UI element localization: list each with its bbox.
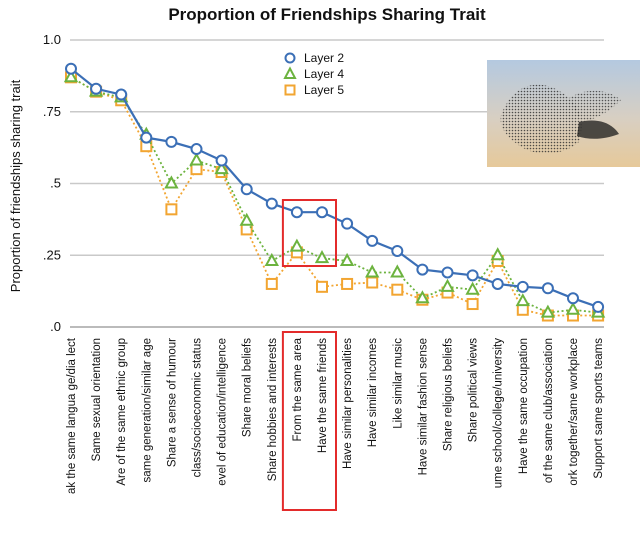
series-line [70, 76, 599, 314]
data-point [140, 131, 153, 144]
data-point [165, 203, 178, 216]
legend-marker [283, 66, 297, 79]
x-tick-label: ume school/college/university [493, 338, 505, 488]
data-point [189, 152, 204, 166]
inset-image [487, 60, 640, 167]
x-tick-label: From the same area [292, 337, 304, 441]
x-tick-label: ak the same langua ge/dia lect [66, 337, 78, 494]
data-point [466, 298, 479, 311]
data-point [240, 183, 253, 196]
x-tick-label: Support same sports teams [593, 338, 605, 479]
data-point [63, 69, 79, 83]
data-point [567, 292, 579, 305]
data-point [339, 252, 355, 266]
x-tick-label: Like similar music [392, 338, 404, 429]
data-point [314, 250, 330, 264]
data-point [391, 244, 404, 257]
data-point [265, 197, 278, 210]
data-point [65, 62, 77, 75]
x-tick-label: class/socioeconomic status [192, 338, 204, 478]
y-tick-label: .0 [50, 319, 61, 334]
legend-label: Layer 5 [304, 83, 344, 97]
data-point [365, 264, 380, 278]
chart-title: Proportion of Friendships Sharing Trait [168, 5, 486, 24]
series-line [70, 67, 599, 308]
y-tick-label: .75 [43, 104, 61, 119]
data-point [416, 263, 429, 276]
data-point [541, 282, 554, 295]
highlight-box [281, 199, 337, 267]
data-point [341, 217, 354, 230]
data-point [491, 277, 504, 290]
data-point [190, 143, 203, 156]
legend-marker [284, 84, 296, 96]
data-point [239, 212, 254, 226]
x-tick-label: ork together/same workplace [568, 338, 580, 486]
x-tick-label: Have similar incomes [367, 338, 379, 448]
x-tick-label: Have the same occupation [518, 338, 530, 474]
data-point [316, 206, 328, 219]
legend: Layer 2 Layer 4 Layer 5 [283, 51, 344, 97]
data-point [516, 303, 529, 316]
legend-label: Layer 2 [304, 51, 344, 65]
x-tick-label: Have similar personalities [342, 338, 354, 469]
highlight-box [281, 331, 337, 511]
y-tick-label: 1.0 [43, 32, 61, 47]
data-point [466, 269, 479, 282]
data-point [115, 88, 128, 101]
data-point [415, 290, 430, 304]
data-point [592, 300, 605, 313]
x-tick-label: evel of education/intelligence [217, 338, 229, 486]
data-point [390, 264, 405, 278]
data-point [316, 280, 328, 293]
x-axis-ticks: ak the same langua ge/dia lect Same sexua… [66, 337, 605, 494]
x-tick-label: Same sexual orientation [91, 338, 103, 461]
data-point [366, 234, 379, 247]
data-point [264, 252, 279, 266]
highlight-boxes [281, 199, 337, 511]
data-point [164, 175, 179, 189]
data-point [441, 266, 454, 279]
data-point [440, 278, 455, 292]
y-tick-label: .5 [50, 176, 61, 191]
series-layer [63, 62, 606, 322]
x-tick-label: of the same club/association [543, 338, 555, 483]
data-point [90, 82, 103, 95]
data-point [190, 163, 203, 176]
data-point [265, 277, 278, 290]
data-point [290, 206, 303, 219]
x-tick-label: Share a sense of humour [166, 338, 178, 467]
x-tick-label: Share religious beliefs [443, 338, 455, 451]
data-point [465, 281, 480, 295]
data-point [240, 223, 253, 236]
data-point [289, 238, 305, 252]
y-axis-label: Proportion of friendships sharing trait [8, 79, 23, 292]
data-point [366, 276, 379, 289]
data-point [515, 293, 530, 307]
x-tick-label: Share hobbies and interests [267, 338, 279, 481]
legend-marker [284, 52, 296, 64]
data-point [215, 154, 228, 167]
data-point [565, 301, 581, 315]
data-point [540, 304, 556, 318]
y-tick-label: .25 [43, 247, 61, 262]
data-point [214, 161, 229, 175]
legend-label: Layer 4 [304, 67, 344, 81]
data-point [165, 135, 178, 148]
data-point [490, 247, 505, 261]
x-tick-label: Share political views [468, 338, 480, 442]
data-point [341, 277, 354, 290]
x-tick-label: Have similar fashion sense [417, 338, 429, 475]
x-tick-label: Are of the same ethnic group [116, 338, 128, 486]
y-axis-ticks: 1.0 .75 .5 .25 .0 [43, 32, 61, 334]
x-tick-label: Have the same friends [317, 338, 329, 453]
data-point [391, 283, 404, 296]
data-point [516, 280, 529, 293]
x-tick-label: Share moral beliefs [242, 338, 254, 437]
x-tick-label: same generation/similar age [141, 338, 153, 482]
